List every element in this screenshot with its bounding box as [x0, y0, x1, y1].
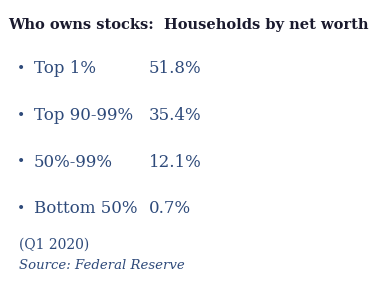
Text: (Q1 2020): (Q1 2020) — [19, 238, 89, 252]
Text: •: • — [17, 155, 25, 169]
Text: Bottom 50%: Bottom 50% — [34, 200, 137, 217]
Text: 51.8%: 51.8% — [149, 60, 201, 78]
Text: •: • — [17, 202, 25, 216]
Text: Who owns stocks:  Households by net worth: Who owns stocks: Households by net worth — [8, 18, 368, 32]
Text: 35.4%: 35.4% — [149, 107, 201, 124]
Text: 12.1%: 12.1% — [149, 154, 201, 171]
Text: 0.7%: 0.7% — [149, 200, 191, 217]
Text: Top 1%: Top 1% — [34, 60, 96, 78]
Text: •: • — [17, 109, 25, 122]
Text: Source: Federal Reserve: Source: Federal Reserve — [19, 259, 185, 272]
Text: •: • — [17, 62, 25, 76]
Text: 50%-99%: 50%-99% — [34, 154, 113, 171]
Text: Top 90-99%: Top 90-99% — [34, 107, 133, 124]
